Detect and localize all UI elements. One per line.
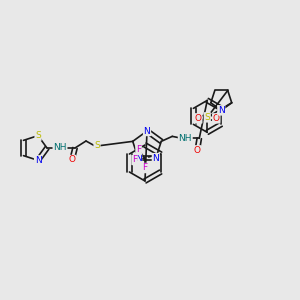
Text: S: S — [94, 142, 100, 151]
Text: F: F — [142, 164, 147, 172]
Text: N: N — [152, 154, 159, 163]
Text: F: F — [132, 155, 137, 164]
Text: NH: NH — [178, 134, 192, 143]
Text: O: O — [195, 114, 202, 123]
Text: N: N — [144, 127, 150, 136]
Text: F: F — [136, 146, 141, 154]
Text: N: N — [34, 156, 41, 165]
Text: S: S — [204, 113, 210, 122]
Text: S: S — [35, 131, 41, 140]
Text: N: N — [135, 154, 142, 163]
Text: O: O — [68, 155, 76, 164]
Text: NH: NH — [53, 143, 67, 152]
Text: O: O — [213, 114, 220, 123]
Text: O: O — [194, 146, 201, 155]
Text: N: N — [218, 106, 225, 115]
